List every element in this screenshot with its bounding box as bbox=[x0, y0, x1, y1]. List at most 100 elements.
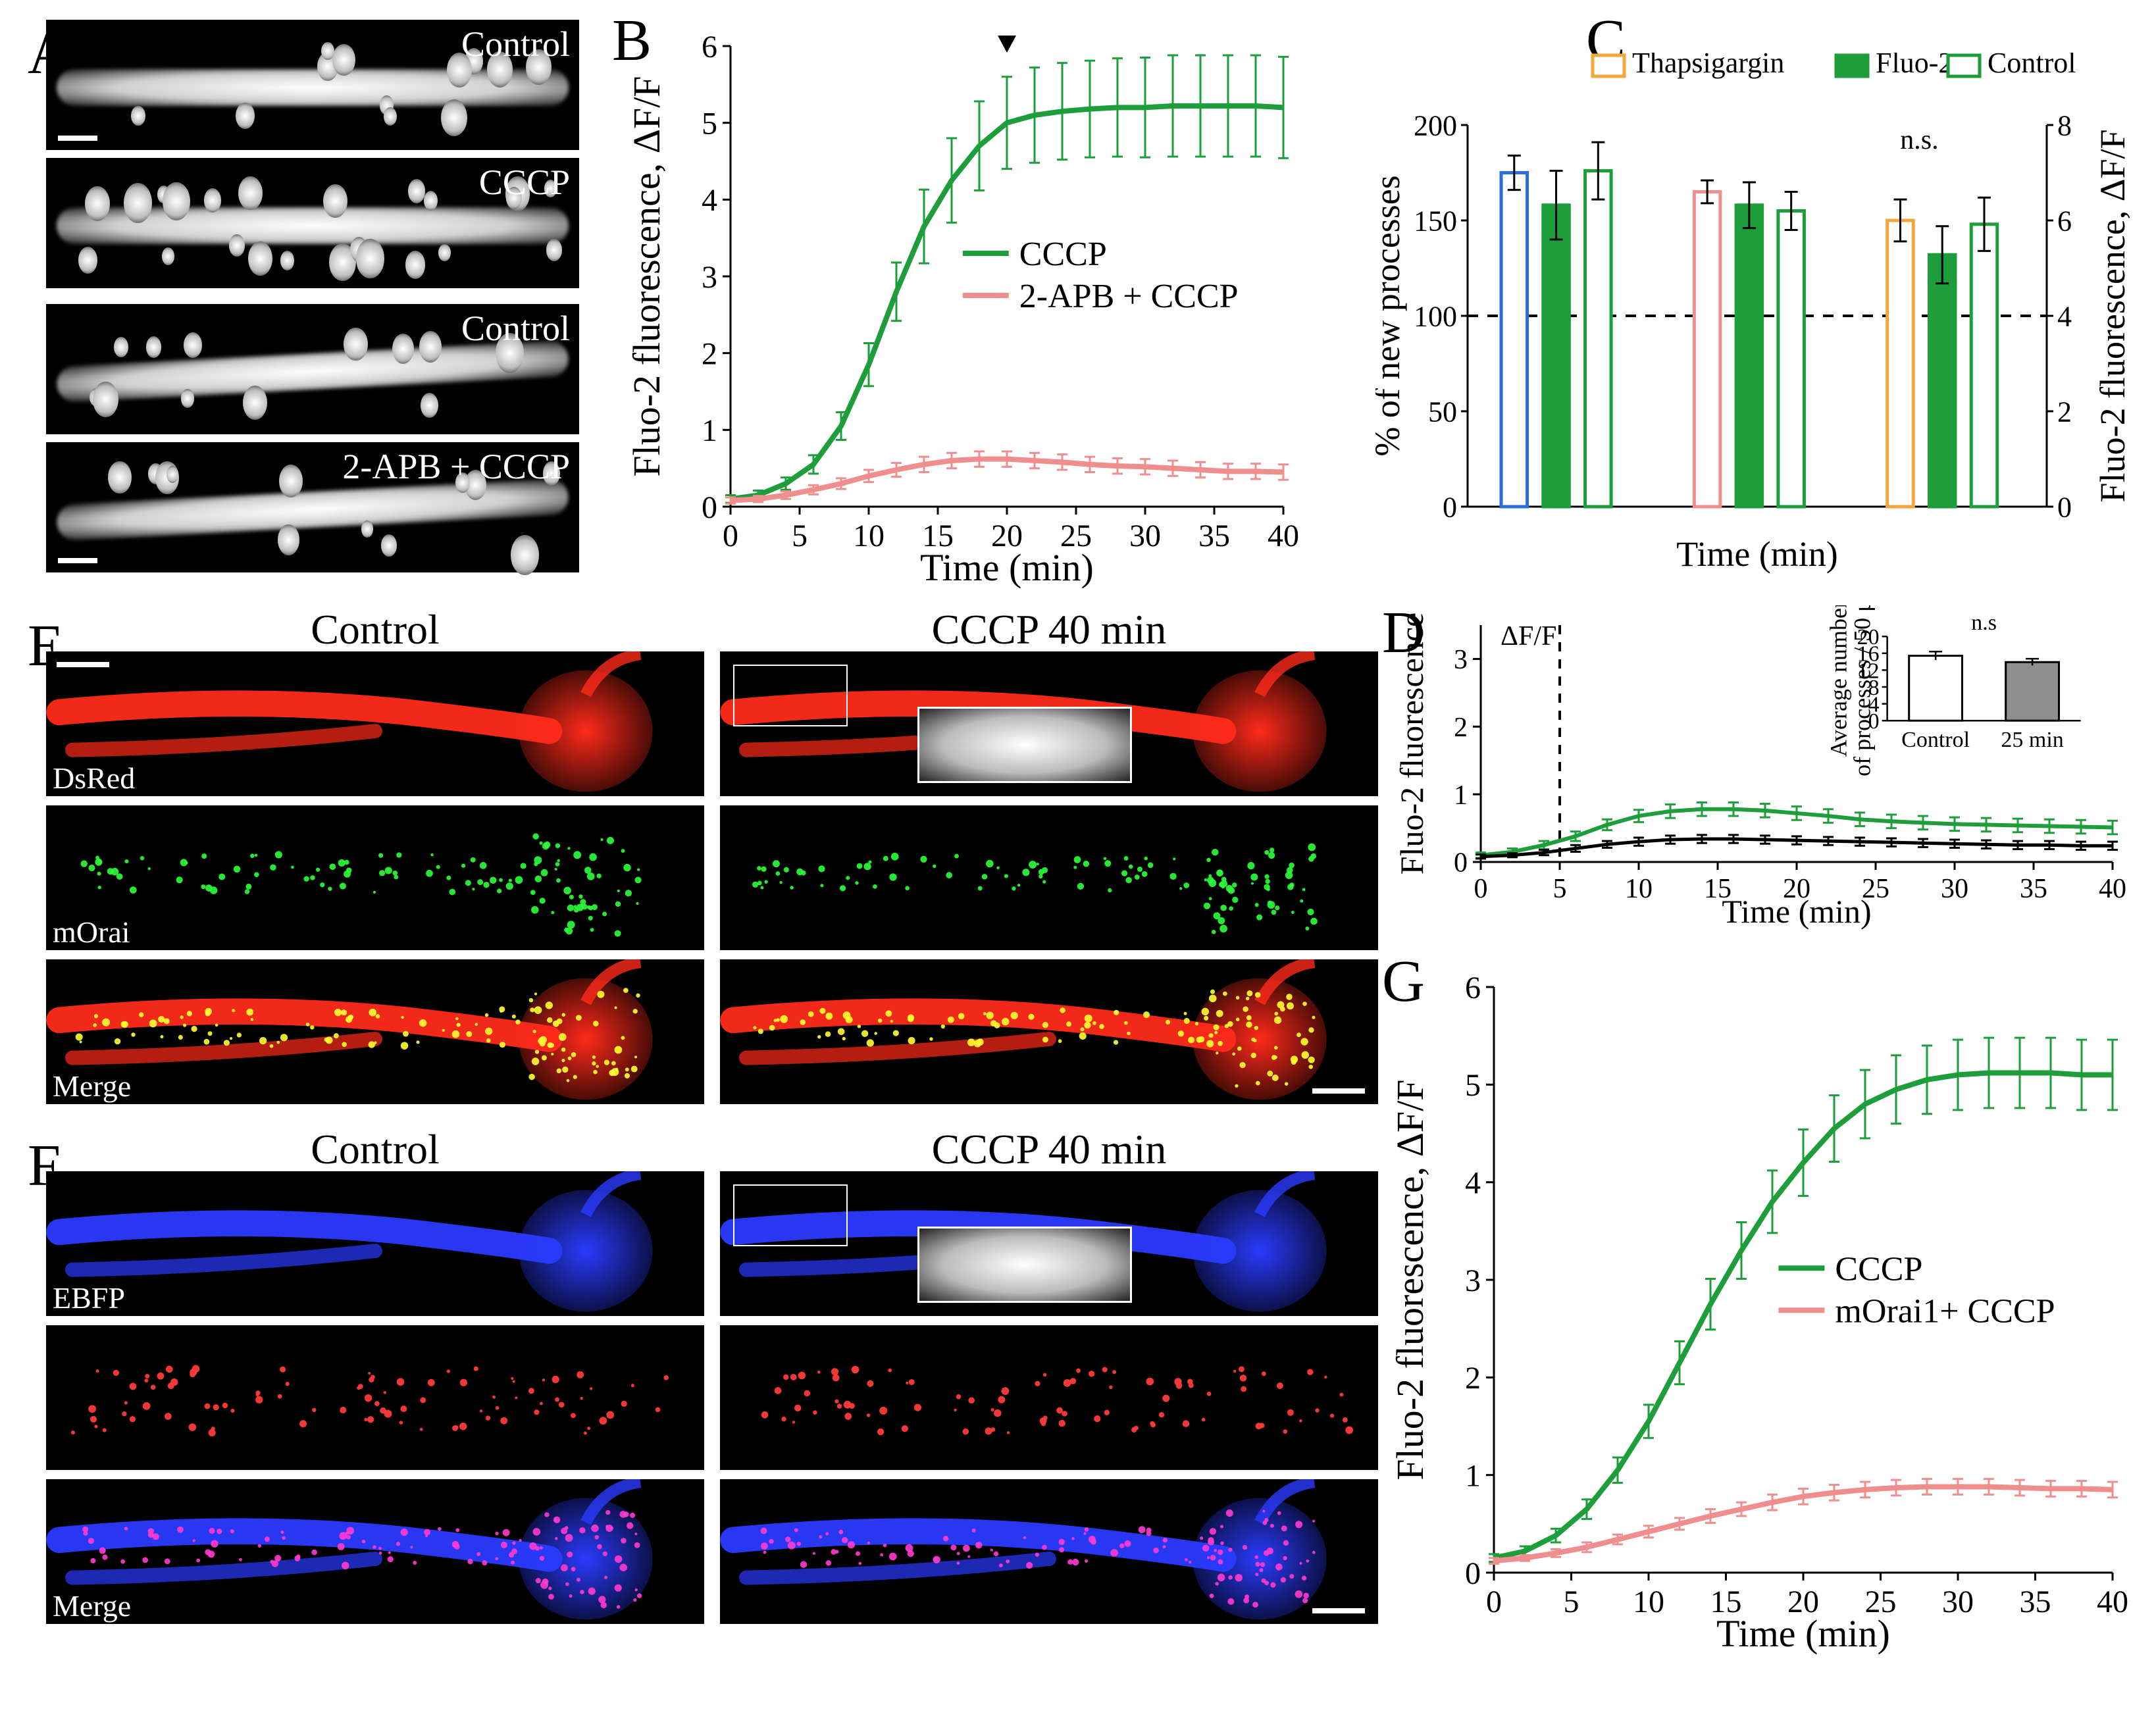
svg-text:40: 40 bbox=[2099, 874, 2126, 904]
svg-text:Time (min): Time (min) bbox=[920, 546, 1094, 589]
micrograph-label: CCCP bbox=[479, 162, 570, 203]
panel-f-cell-1-0-fix bbox=[46, 1325, 704, 1470]
panel-e-rowlabel-0: DsRed bbox=[53, 761, 135, 796]
panel-e-inset-outline bbox=[733, 665, 848, 726]
svg-text:Fluo-2 fluorescence, ΔF/F: Fluo-2 fluorescence, ΔF/F bbox=[632, 76, 668, 476]
svg-text:30: 30 bbox=[1129, 519, 1161, 553]
svg-text:2: 2 bbox=[1465, 1361, 1481, 1396]
svg-text:3: 3 bbox=[702, 260, 717, 295]
micrograph-label: Control bbox=[461, 308, 570, 349]
svg-text:CCCP: CCCP bbox=[1835, 1250, 1922, 1288]
micrograph-label: 2-APB + CCCP bbox=[342, 446, 570, 487]
panel-f-rowlabel-0: EBFP bbox=[53, 1280, 125, 1315]
micrograph-a-2: Control bbox=[46, 304, 579, 434]
panel-e-cell-0-0 bbox=[46, 651, 704, 796]
micrograph-a-3: 2-APB + CCCP bbox=[46, 442, 579, 572]
svg-text:30: 30 bbox=[1942, 1584, 1974, 1619]
chart-b: 05101520253035400123456Time (min)Fluo-2 … bbox=[632, 20, 1310, 592]
panel-e-cell-1-0 bbox=[46, 805, 704, 950]
svg-text:Time (min): Time (min) bbox=[1722, 893, 1871, 930]
svg-text:4: 4 bbox=[702, 183, 717, 218]
scalebar-a bbox=[58, 136, 97, 141]
svg-text:50: 50 bbox=[1428, 395, 1457, 428]
svg-text:1: 1 bbox=[1454, 780, 1468, 811]
svg-text:Time (min): Time (min) bbox=[1676, 534, 1838, 574]
panel-f-scalebar bbox=[1312, 1608, 1365, 1613]
svg-text:2-APB + CCCP: 2-APB + CCCP bbox=[1019, 278, 1239, 315]
svg-text:6: 6 bbox=[2057, 205, 2072, 237]
panel-e-cell-2-0 bbox=[46, 959, 704, 1104]
svg-text:mOrai1+ CCCP: mOrai1+ CCCP bbox=[1835, 1292, 2055, 1330]
svg-text:Control: Control bbox=[1988, 53, 2076, 79]
panel-e-cell-1-1 bbox=[720, 805, 1378, 950]
svg-text:Average number: Average number bbox=[1826, 605, 1852, 757]
svg-text:0: 0 bbox=[1474, 874, 1488, 904]
svg-text:10: 10 bbox=[853, 519, 885, 553]
svg-text:Fluo-2 fluorescence, ΔF/F: Fluo-2 fluorescence, ΔF/F bbox=[2093, 129, 2132, 502]
svg-text:40: 40 bbox=[1268, 519, 1299, 553]
svg-text:3: 3 bbox=[1454, 645, 1468, 675]
svg-text:6: 6 bbox=[702, 30, 717, 64]
svg-text:35: 35 bbox=[1198, 519, 1230, 553]
panel-e-scalebar-top bbox=[57, 662, 109, 667]
panel-f-rowlabel-2: Merge bbox=[53, 1588, 131, 1623]
svg-text:n.s.: n.s. bbox=[1900, 125, 1938, 155]
svg-text:of processes / 50 μm: of processes / 50 μm bbox=[1849, 605, 1876, 776]
panel-e-scalebar bbox=[1312, 1088, 1365, 1094]
svg-text:5: 5 bbox=[1564, 1584, 1579, 1619]
svg-text:150: 150 bbox=[1414, 205, 1457, 237]
svg-text:n.s: n.s bbox=[1971, 611, 1997, 635]
svg-text:10: 10 bbox=[1625, 874, 1653, 904]
panel-e-cell-2-1 bbox=[720, 959, 1378, 1104]
svg-text:0: 0 bbox=[702, 490, 717, 525]
svg-text:Fluo-2 fluorescence: Fluo-2 fluorescence bbox=[1395, 613, 1430, 874]
panel-e-coltitle-0: Control bbox=[46, 605, 704, 654]
svg-text:100: 100 bbox=[1414, 300, 1457, 332]
svg-text:Control: Control bbox=[1901, 728, 1970, 752]
svg-text:6: 6 bbox=[1465, 971, 1481, 1005]
svg-text:2: 2 bbox=[702, 336, 717, 371]
svg-text:ΔF/F: ΔF/F bbox=[1501, 621, 1556, 651]
svg-text:5: 5 bbox=[1553, 874, 1567, 904]
panel-f-cell-0-0 bbox=[46, 1171, 704, 1316]
svg-text:0: 0 bbox=[1465, 1556, 1481, 1591]
panel-f-cell-1-1-fix bbox=[720, 1325, 1378, 1470]
svg-text:2: 2 bbox=[1454, 713, 1468, 743]
svg-text:0: 0 bbox=[2057, 491, 2072, 523]
micrograph-a-1: CCCP bbox=[46, 158, 579, 288]
chart-d: 05101520253035400123Time (min)Fluo-2 flu… bbox=[1395, 605, 2139, 934]
svg-text:0: 0 bbox=[1454, 848, 1468, 878]
chart-c: APV + TTX + DNQXNifedipine + ω-conotoxin… bbox=[1375, 53, 2139, 579]
svg-text:40: 40 bbox=[2097, 1584, 2128, 1619]
svg-text:8: 8 bbox=[2057, 109, 2072, 141]
panel-f-inset-zoom bbox=[917, 1227, 1132, 1303]
panel-e-inset-zoom bbox=[917, 707, 1132, 783]
svg-text:Fluo-2: Fluo-2 bbox=[1876, 53, 1953, 79]
micrograph-a-0: Control bbox=[46, 20, 579, 150]
panel-f-cell-2-1 bbox=[720, 1479, 1378, 1624]
chart-g: 05101520253035400123456Time (min)Fluo-2 … bbox=[1395, 961, 2139, 1658]
svg-text:Time (min): Time (min) bbox=[1716, 1612, 1890, 1655]
svg-text:3: 3 bbox=[1465, 1263, 1481, 1298]
svg-text:Thapsigargin: Thapsigargin bbox=[1632, 53, 1784, 79]
panel-e-rowlabel-2: Merge bbox=[53, 1069, 131, 1103]
panel-f-cell-2-0 bbox=[46, 1479, 704, 1624]
svg-text:5: 5 bbox=[792, 519, 808, 553]
svg-text:35: 35 bbox=[2020, 1584, 2051, 1619]
panel-f-coltitle-0: Control bbox=[46, 1125, 704, 1174]
micrograph-label: Control bbox=[461, 24, 570, 64]
panel-f-inset-outline bbox=[733, 1184, 848, 1246]
svg-text:% of new processes: % of new processes bbox=[1375, 175, 1407, 456]
svg-text:Fluo-2 fluorescence, ΔF/F: Fluo-2 fluorescence, ΔF/F bbox=[1395, 1079, 1431, 1480]
svg-text:5: 5 bbox=[702, 106, 717, 141]
panel-e-coltitle-1: CCCP 40 min bbox=[720, 605, 1378, 654]
svg-text:200: 200 bbox=[1414, 109, 1457, 141]
svg-text:4: 4 bbox=[2057, 300, 2072, 332]
svg-text:4: 4 bbox=[1465, 1165, 1481, 1200]
svg-text:2: 2 bbox=[2057, 395, 2072, 428]
svg-text:0: 0 bbox=[1443, 491, 1457, 523]
svg-text:5: 5 bbox=[1465, 1068, 1481, 1103]
panel-e-rowlabel-1: mOrai bbox=[53, 915, 130, 950]
svg-text:10: 10 bbox=[1633, 1584, 1664, 1619]
scalebar-a bbox=[58, 558, 97, 563]
